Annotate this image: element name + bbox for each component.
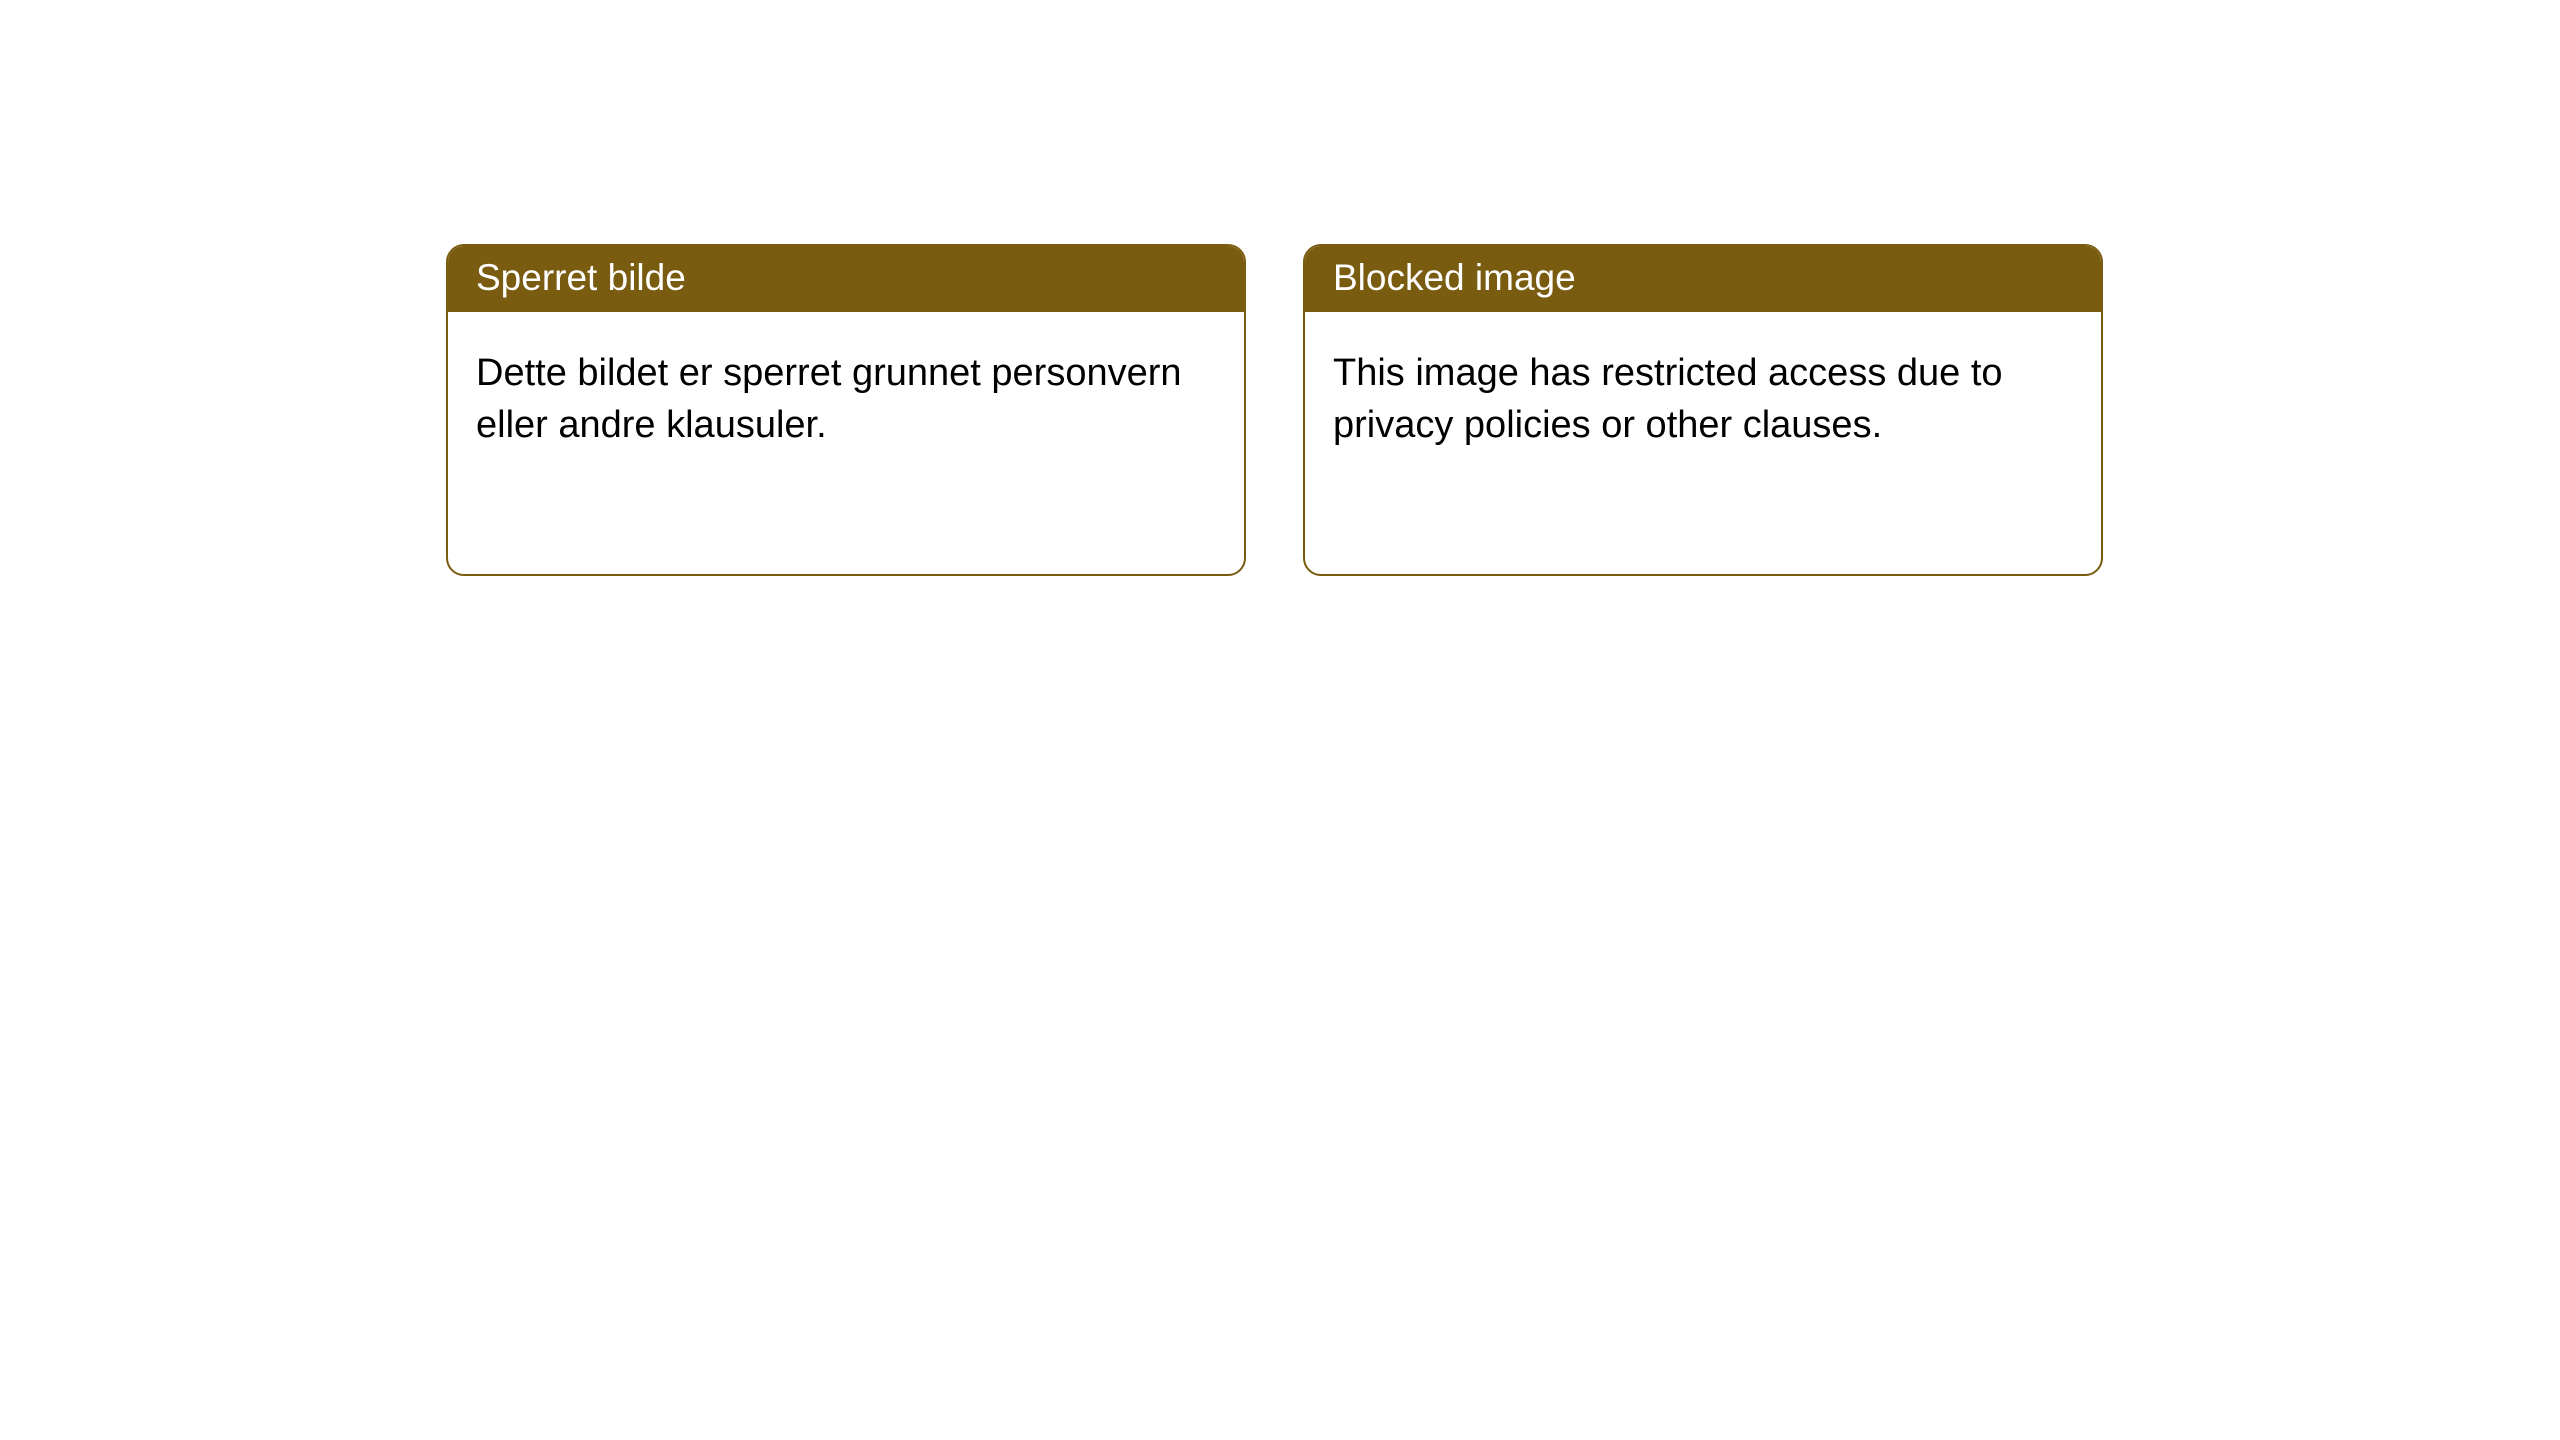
notice-card-norwegian: Sperret bilde Dette bildet er sperret gr… xyxy=(446,244,1246,576)
notice-body-english: This image has restricted access due to … xyxy=(1305,312,2101,479)
notice-card-english: Blocked image This image has restricted … xyxy=(1303,244,2103,576)
notice-header-english: Blocked image xyxy=(1305,246,2101,312)
notice-body-norwegian: Dette bildet er sperret grunnet personve… xyxy=(448,312,1244,479)
notice-container: Sperret bilde Dette bildet er sperret gr… xyxy=(0,0,2560,576)
notice-header-norwegian: Sperret bilde xyxy=(448,246,1244,312)
